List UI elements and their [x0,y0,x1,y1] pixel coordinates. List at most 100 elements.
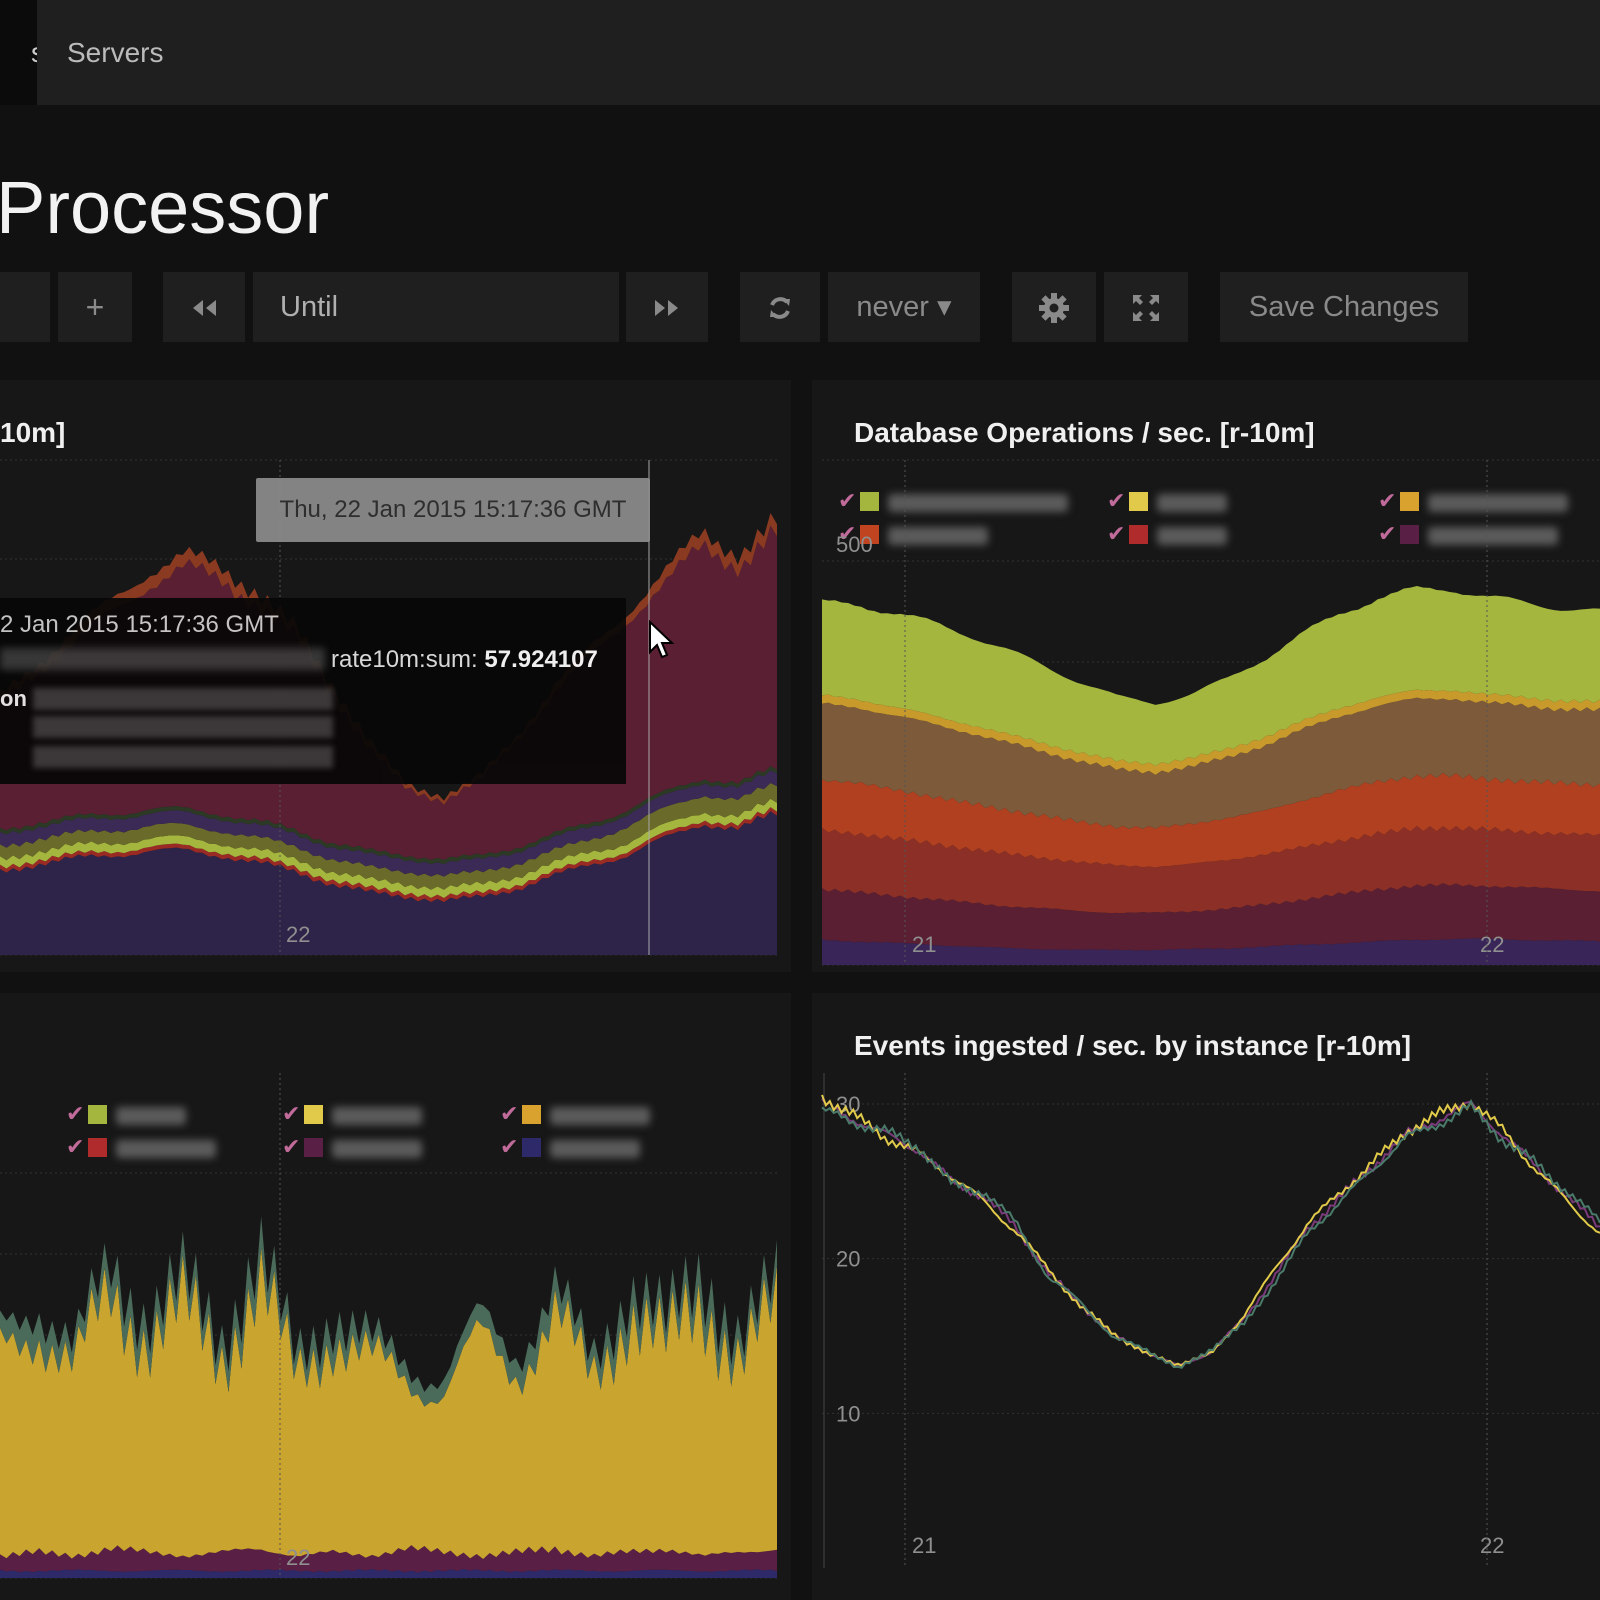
crosshair-time-tooltip: Thu, 22 Jan 2015 15:17:36 GMT [256,478,650,542]
page-title: Processor [0,166,330,249]
legend-label-redacted [332,1140,422,1158]
checkmark-icon[interactable]: ✔ [838,521,857,546]
fullscreen-icon [1133,295,1159,322]
tooltip-series-name-redacted [0,648,325,670]
legend-item[interactable]: ✔ [282,1134,502,1164]
legend-item[interactable]: ✔ [1378,488,1598,518]
checkmark-icon[interactable]: ✔ [1378,521,1397,546]
legend-item[interactable]: ✔ [1107,521,1327,551]
checkmark-icon[interactable]: ✔ [500,1101,519,1126]
legend-swatch [522,1138,541,1157]
series-area [0,513,777,805]
legend-label-redacted [1428,494,1568,512]
legend-item[interactable]: ✔ [66,1101,286,1131]
top-nav: s Servers [0,0,1600,105]
tooltip-label: on [0,686,27,711]
legend-label-redacted [1428,527,1558,545]
axis-tick-label: 22 [1480,1533,1504,1558]
series-line [821,1098,1600,1369]
legend-label-redacted [550,1140,640,1158]
legend-label-redacted [1157,494,1227,512]
legend-swatch [304,1138,323,1157]
axis-tick-label: 20 [836,1247,860,1272]
axis-tick-label: 21 [912,1533,936,1558]
legend-swatch [860,492,879,511]
legend-label-redacted [888,527,988,545]
legend-item[interactable]: ✔ [1107,488,1327,518]
legend-item[interactable]: ✔ [66,1134,286,1164]
legend-swatch [1129,492,1148,511]
panel-title: Events ingested / sec. by instance [r-10… [854,1030,1412,1061]
rewind-button[interactable] [163,272,245,342]
rewind-icon [193,300,216,317]
legend-item[interactable]: ✔ [282,1101,502,1131]
axis-tick-label: 22 [1480,932,1504,957]
series-area [822,883,1600,951]
series-line [821,1098,1600,1366]
tab-dashboards[interactable]: s [0,0,37,105]
series-area [0,1545,777,1573]
legend-label-redacted [116,1140,216,1158]
checkmark-icon[interactable]: ✔ [838,488,857,513]
tab-servers[interactable]: Servers [67,37,164,68]
tooltip-date: 2 Jan 2015 15:17:36 GMT [0,611,279,638]
legend-swatch [860,525,879,544]
series-area [822,689,1600,775]
checkmark-icon[interactable]: ✔ [66,1101,85,1126]
series-area [822,772,1600,868]
checkmark-icon[interactable]: ✔ [1107,521,1126,546]
panel-events-ingested: Events ingested / sec. by instance [r-10… [812,993,1600,1600]
series-area [0,807,777,903]
checkmark-icon[interactable]: ✔ [1378,488,1397,513]
legend-swatch [1129,525,1148,544]
checkmark-icon[interactable]: ✔ [66,1134,85,1159]
toolbar-input-remnant[interactable] [0,272,50,342]
panel-bottom-left: ✔ ✔ ✔ ✔ ✔ ✔ 22 [0,993,791,1600]
series-area [0,798,777,899]
save-changes-button[interactable]: Save Changes [1220,272,1468,342]
series-area [0,811,777,955]
tooltip-redacted-line [33,746,333,768]
fast-forward-button[interactable] [626,272,708,342]
fullscreen-button[interactable] [1104,272,1188,342]
panel-title: Database Operations / sec. [r-10m] [854,417,1315,448]
checkmark-icon[interactable]: ✔ [282,1101,301,1126]
axis-tick-label: 22 [286,922,310,947]
series-area [822,697,1600,830]
add-button[interactable]: + [58,272,132,342]
legend-swatch [88,1105,107,1124]
refresh-button[interactable] [740,272,820,342]
tooltip-redacted-line [33,716,333,738]
refresh-interval-dropdown[interactable]: never ▾ [828,272,980,342]
checkmark-icon[interactable]: ✔ [282,1134,301,1159]
panel-database-operations: Database Operations / sec. [r-10m] ✔ ✔ ✔ ✔ ✔… [812,380,1600,972]
series-area [822,938,1600,965]
legend-swatch [1400,492,1419,511]
legend-item[interactable]: ✔ [500,1134,720,1164]
gear-icon [1039,293,1069,324]
axis-tick-label: 22 [286,1545,310,1570]
tooltip-series-value: rate10m:sum: 57.924107 [331,646,598,673]
axis-tick-label: 10 [836,1401,860,1426]
series-line [821,1094,1600,1367]
legend-swatch [522,1105,541,1124]
chart-stacked-area[interactable]: 22 [0,993,791,1600]
series-area [0,1568,777,1578]
settings-button[interactable] [1012,272,1096,342]
legend-label-redacted [550,1107,650,1125]
legend-item[interactable]: ✔ [838,521,1058,551]
tooltip-redacted-line [33,688,333,710]
checkmark-icon[interactable]: ✔ [1107,488,1126,513]
legend-label-redacted [116,1107,186,1125]
legend-item[interactable]: ✔ [1378,521,1598,551]
legend-item[interactable]: ✔ [500,1101,720,1131]
series-area [822,585,1600,767]
legend-swatch [88,1138,107,1157]
series-area [0,1247,777,1559]
until-input[interactable]: Until [253,272,619,342]
checkmark-icon[interactable]: ✔ [500,1134,519,1159]
legend-item[interactable]: ✔ [838,488,1068,518]
chart-stacked-area[interactable]: 500 21 22 [812,380,1600,972]
legend-label-redacted [332,1107,422,1125]
